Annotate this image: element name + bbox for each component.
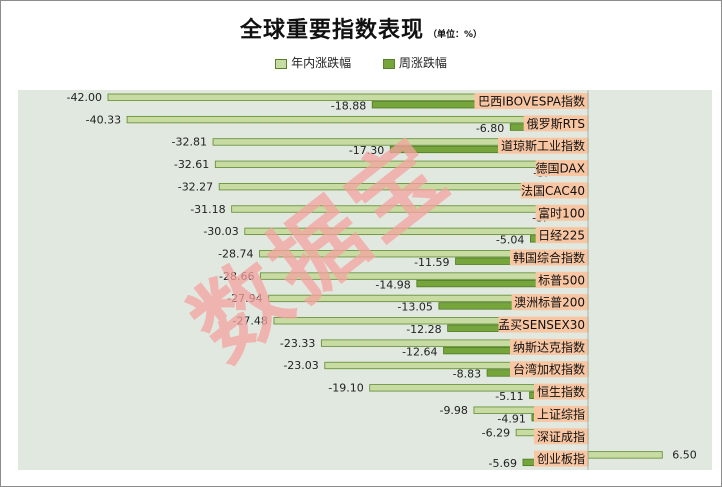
category-label-bg	[520, 182, 588, 199]
category-label: 澳洲标普200	[514, 296, 585, 310]
data-label-weekly: -14.98	[375, 278, 410, 291]
category-label-bg	[474, 93, 588, 109]
category-label-bg	[535, 271, 588, 288]
category-label: 纳斯达克指数	[513, 339, 585, 354]
category-label: 德国DAX	[536, 161, 585, 176]
category-label: 日经225	[538, 229, 585, 243]
category-label: 上证综指	[537, 406, 585, 421]
category-label-bg	[498, 316, 588, 333]
data-label-annual: -27.94	[227, 292, 262, 305]
bar-annual	[126, 115, 589, 124]
category-label-bg	[534, 428, 588, 445]
category-label: 富时100	[538, 205, 585, 220]
bar-annual	[214, 160, 589, 168]
category-label: 俄罗斯RTS	[527, 117, 585, 131]
category-label: 法国CAC40	[521, 184, 585, 198]
legend-item-weekly: 周涨跌幅	[382, 54, 447, 71]
category-label-bg	[523, 115, 588, 132]
legend-item-annual: 年内涨跌幅	[275, 54, 351, 71]
data-label-annual: -9.98	[439, 404, 467, 417]
legend-label-weekly: 周涨跌幅	[398, 56, 447, 70]
data-label-annual: -6.29	[482, 426, 510, 439]
data-label-annual: -31.18	[190, 203, 225, 216]
data-label-annual: -28.74	[218, 247, 253, 260]
data-label-annual: -42.00	[67, 91, 102, 104]
category-label: 道琼斯工业指数	[501, 138, 585, 153]
category-label: 标普500	[538, 273, 585, 287]
data-label-annual: -30.03	[203, 225, 238, 238]
data-label-weekly: -18.88	[331, 100, 366, 113]
category-label-bg	[511, 294, 588, 311]
data-label-weekly: -6.80	[476, 122, 504, 135]
data-label-weekly: -17.30	[349, 144, 384, 157]
data-label-weekly: -5.04	[496, 234, 524, 247]
data-label-weekly: -8.83	[453, 368, 481, 381]
data-label-annual: -19.10	[328, 382, 363, 395]
plot-area	[18, 90, 712, 470]
title-text: 全球重要指数表现	[239, 18, 424, 43]
data-label-weekly: -12.64	[402, 345, 437, 358]
data-label-weekly: -11.59	[414, 256, 449, 269]
data-label-annual: -40.33	[86, 113, 121, 126]
data-label-annual: -32.61	[174, 158, 209, 171]
data-label-annual: -32.27	[178, 180, 213, 193]
category-label: 孟买SENSEX30	[498, 318, 585, 332]
category-label-bg	[534, 450, 588, 467]
chart-title: 全球重要指数表现 （单位：%）	[0, 12, 722, 44]
data-label-weekly: -12.28	[406, 323, 441, 336]
category-label: 巴西IBOVESPA指数	[478, 94, 585, 109]
category-label-bg	[534, 405, 588, 422]
category-label: 恒生指数	[537, 384, 585, 399]
data-label-annual: -23.03	[283, 359, 318, 372]
legend-label-annual: 年内涨跌幅	[291, 56, 352, 70]
data-label-annual: -28.66	[219, 270, 254, 283]
category-label-bg	[510, 249, 588, 266]
unit-note: （单位：%）	[427, 30, 483, 40]
category-label-bg	[535, 160, 588, 177]
category-label: 创业板指	[537, 451, 585, 466]
category-label-bg	[535, 227, 588, 244]
category-label-bg	[534, 383, 588, 400]
data-label-weekly: -5.11	[495, 390, 523, 403]
category-label-bg	[510, 338, 588, 355]
data-label-annual: -23.33	[280, 337, 315, 350]
category-label-bg	[510, 361, 588, 378]
legend: 年内涨跌幅 周涨跌幅	[0, 54, 722, 71]
bar-annual	[587, 451, 663, 459]
data-label-annual: -32.81	[172, 136, 207, 149]
data-label-weekly: -5.69	[489, 457, 517, 470]
data-label-weekly: -13.05	[397, 301, 432, 314]
category-label: 韩国综合指数	[513, 250, 585, 265]
category-label-bg	[498, 137, 588, 154]
category-label-bg	[535, 204, 588, 221]
category-label: 台湾加权指数	[513, 362, 585, 377]
legend-swatch-weekly	[382, 58, 395, 69]
legend-swatch-annual	[275, 58, 288, 69]
data-label-weekly: -4.91	[497, 412, 525, 425]
category-label: 深证成指	[537, 429, 585, 444]
data-label-annual: -27.48	[232, 315, 267, 328]
data-label-annual: 6.50	[672, 449, 697, 462]
